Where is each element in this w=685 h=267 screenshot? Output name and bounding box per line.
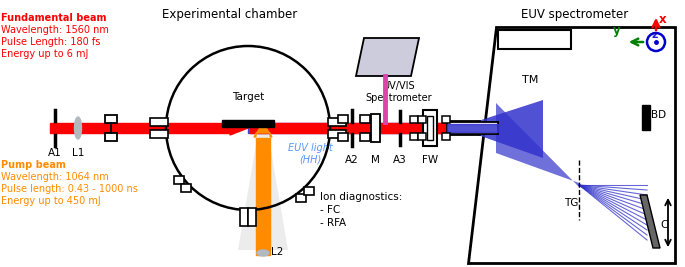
- Text: EUV light
(HH): EUV light (HH): [288, 143, 332, 164]
- Bar: [296, 194, 306, 202]
- Text: FW: FW: [422, 155, 438, 165]
- Polygon shape: [498, 30, 571, 49]
- Text: Ion diagnostics:: Ion diagnostics:: [320, 192, 402, 202]
- Bar: [418, 116, 426, 123]
- Bar: [250, 123, 480, 133]
- Bar: [181, 184, 190, 192]
- Bar: [450, 121, 480, 135]
- Text: - RFA: - RFA: [320, 218, 346, 228]
- Text: Pulse Length: 180 fs: Pulse Length: 180 fs: [1, 37, 101, 47]
- Text: Energy up to 6 mJ: Energy up to 6 mJ: [1, 49, 88, 59]
- Text: Wavelength: 1064 nm: Wavelength: 1064 nm: [1, 172, 109, 182]
- Text: y: y: [613, 24, 621, 37]
- Text: Pump beam: Pump beam: [1, 160, 66, 170]
- Text: Energy up to 450 mJ: Energy up to 450 mJ: [1, 196, 101, 206]
- Bar: [442, 116, 450, 123]
- Bar: [248, 123, 476, 133]
- Text: TM: TM: [522, 75, 538, 85]
- Bar: [50, 123, 233, 133]
- Text: A3: A3: [393, 155, 407, 165]
- Polygon shape: [238, 133, 288, 250]
- Polygon shape: [642, 105, 650, 130]
- Text: x: x: [659, 13, 667, 26]
- Bar: [240, 208, 248, 226]
- Polygon shape: [356, 38, 419, 76]
- Bar: [371, 114, 380, 142]
- Bar: [447, 124, 498, 132]
- Bar: [427, 116, 433, 140]
- Bar: [303, 187, 314, 195]
- FancyArrow shape: [254, 123, 272, 137]
- Bar: [442, 133, 450, 140]
- Text: z: z: [652, 30, 658, 40]
- Bar: [410, 116, 418, 123]
- Text: C: C: [660, 220, 667, 230]
- Ellipse shape: [75, 117, 82, 139]
- Bar: [248, 208, 256, 226]
- Bar: [418, 133, 426, 140]
- Bar: [328, 118, 346, 126]
- Bar: [174, 176, 184, 184]
- Bar: [423, 110, 437, 146]
- Bar: [105, 133, 117, 141]
- Polygon shape: [496, 103, 579, 187]
- Bar: [360, 115, 370, 123]
- Text: Target: Target: [232, 92, 264, 102]
- Text: UV/VIS
Spectrometer: UV/VIS Spectrometer: [365, 81, 432, 103]
- Text: Fundamental beam: Fundamental beam: [1, 13, 106, 23]
- Bar: [410, 133, 418, 140]
- Text: A1: A1: [48, 148, 62, 158]
- Bar: [328, 130, 346, 138]
- Bar: [338, 133, 348, 141]
- Text: EUV spectrometer: EUV spectrometer: [521, 8, 629, 21]
- Polygon shape: [475, 100, 543, 158]
- Text: Pulse length: 0.43 - 1000 ns: Pulse length: 0.43 - 1000 ns: [1, 184, 138, 194]
- Bar: [256, 138, 270, 255]
- Text: Wavelength: 1560 nm: Wavelength: 1560 nm: [1, 25, 109, 35]
- Text: L2: L2: [271, 247, 284, 257]
- Bar: [360, 133, 370, 141]
- Text: M: M: [371, 155, 379, 165]
- Bar: [105, 115, 117, 123]
- Bar: [447, 122, 498, 134]
- Text: Experimental chamber: Experimental chamber: [162, 8, 297, 21]
- Bar: [222, 120, 274, 127]
- Text: A2: A2: [345, 155, 359, 165]
- Polygon shape: [640, 195, 660, 248]
- Text: BD: BD: [651, 110, 666, 120]
- Text: - FC: - FC: [320, 205, 340, 215]
- Polygon shape: [468, 27, 675, 263]
- Bar: [150, 130, 168, 138]
- Bar: [150, 118, 168, 126]
- Ellipse shape: [257, 250, 269, 256]
- Text: L1: L1: [72, 148, 84, 158]
- Bar: [338, 115, 348, 123]
- Bar: [450, 123, 480, 133]
- FancyArrow shape: [230, 121, 248, 135]
- Text: TG: TG: [564, 198, 578, 208]
